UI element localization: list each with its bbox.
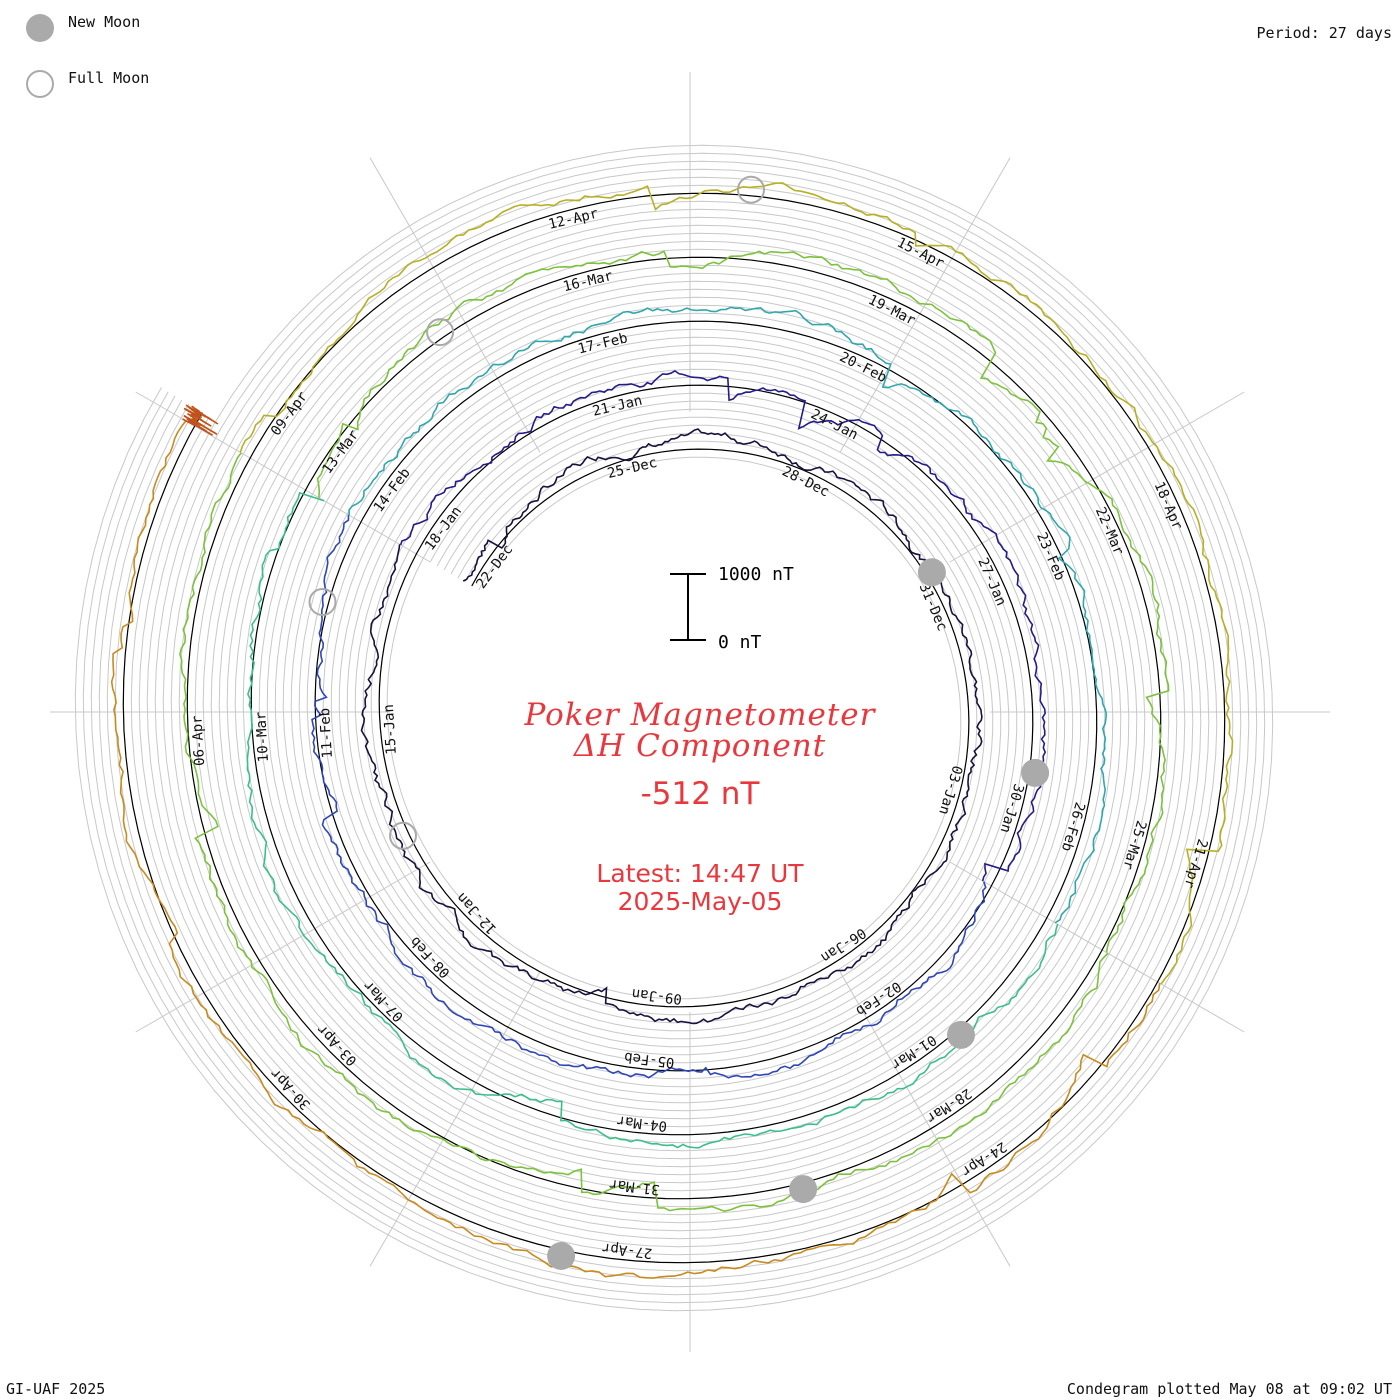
grid-spoke [839,971,1011,1267]
date-label: 31-Mar [608,1176,660,1198]
date-label: 24-Jan [808,406,860,443]
legend-full-moon-label: Full Moon [68,69,150,87]
date-label: 22-Mar [1092,505,1127,558]
legend-new-moon: New Moon [26,13,141,42]
full-moon-marker [389,821,417,850]
legend-new-moon-label: New Moon [68,13,141,31]
full-moon-icon [26,70,54,98]
trace-segment [246,491,1059,1149]
new-moon-marker [1021,758,1050,787]
grid-rings [50,72,1330,1352]
latest-value: -512 nT [640,776,760,812]
moon-markers [308,175,1050,1270]
grid-ring [90,160,1258,1296]
grid-ring [82,152,1266,1304]
date-label: 16-Mar [562,268,615,295]
date-label: 19-Mar [866,292,918,329]
full-moon-marker [308,588,337,616]
title-line-2: ΔH Component [573,728,827,764]
credit-label: GI-UAF 2025 [6,1380,106,1398]
legend-full-moon: Full Moon [26,69,150,98]
date-label: 03-Apr [314,1021,360,1069]
date-label: 30-Apr [268,1065,314,1113]
grid-ring [106,176,1242,1280]
trace-segment [182,404,219,436]
trace-segment [311,514,987,1079]
grid-spoke [949,861,1245,1033]
date-label: 11-Feb [317,707,336,758]
full-moon-marker [737,175,765,204]
date-label: 07-Mar [361,977,407,1025]
trace-segment [179,452,1109,1213]
scale-top-label: 1000 nT [718,564,794,585]
grid-spoke [135,861,431,1033]
grid-ring [114,184,1234,1272]
grid-ring [74,144,1274,1312]
date-label: 04-Mar [616,1112,668,1134]
new-moon-marker [947,1020,975,1049]
latest-date: 2025-May-05 [617,887,783,916]
data-traces [110,182,1234,1279]
trace-segment [239,182,1234,985]
trace-segment [399,369,1047,882]
date-label: 15-Apr [894,235,946,272]
latest-time: Latest: 14:47 UT [596,859,804,888]
date-label: 27-Apr [601,1239,653,1261]
grid-spoke [949,391,1245,563]
date-label: 27-Jan [974,556,1009,609]
date-label: 15-Jan [381,704,400,755]
grid-spoke [369,971,541,1267]
trace-segment [316,250,1170,953]
date-label: 23-Feb [1033,530,1068,583]
latest-time-block: Latest: 14:47 UT 2025-May-05 [440,860,960,916]
new-moon-marker [917,558,946,587]
new-moon-marker [547,1242,576,1270]
period-label: Period: 27 days [1256,24,1392,42]
plotted-label: Condegram plotted May 08 at 09:02 UT [1066,1380,1392,1398]
new-moon-icon [26,14,54,42]
new-moon-marker [789,1175,818,1204]
full-moon-marker [426,318,455,347]
grid-ring [130,200,1218,1256]
date-label: 09-Jan [631,985,683,1007]
chart-title: Poker Magnetometer ΔH Component [440,700,960,762]
date-label: 28-Dec [779,463,831,500]
title-line-1: Poker Magnetometer [524,697,876,733]
scale-bottom-label: 0 nT [718,632,762,653]
date-label: 20-Feb [837,349,889,386]
date-label: 10-Mar [253,711,272,762]
date-label: 08-Feb [407,933,453,981]
trace-segment [348,306,1108,924]
trace-segment [360,544,948,1025]
grid-spoke [369,157,541,453]
date-label: 18-Apr [1151,479,1186,532]
date-label: 12-Apr [547,206,600,233]
date-label: 05-Feb [623,1049,675,1071]
grid-ring [98,168,1250,1288]
date-label: 06-Apr [189,715,208,766]
scale-bar: 1000 nT 0 nT [670,564,794,653]
grid-spoke [839,157,1011,453]
trace-segment [462,428,983,861]
date-label: 31-Dec [916,581,951,634]
date-label: 06-Jan [818,924,869,965]
trace-segment [110,420,1161,1279]
